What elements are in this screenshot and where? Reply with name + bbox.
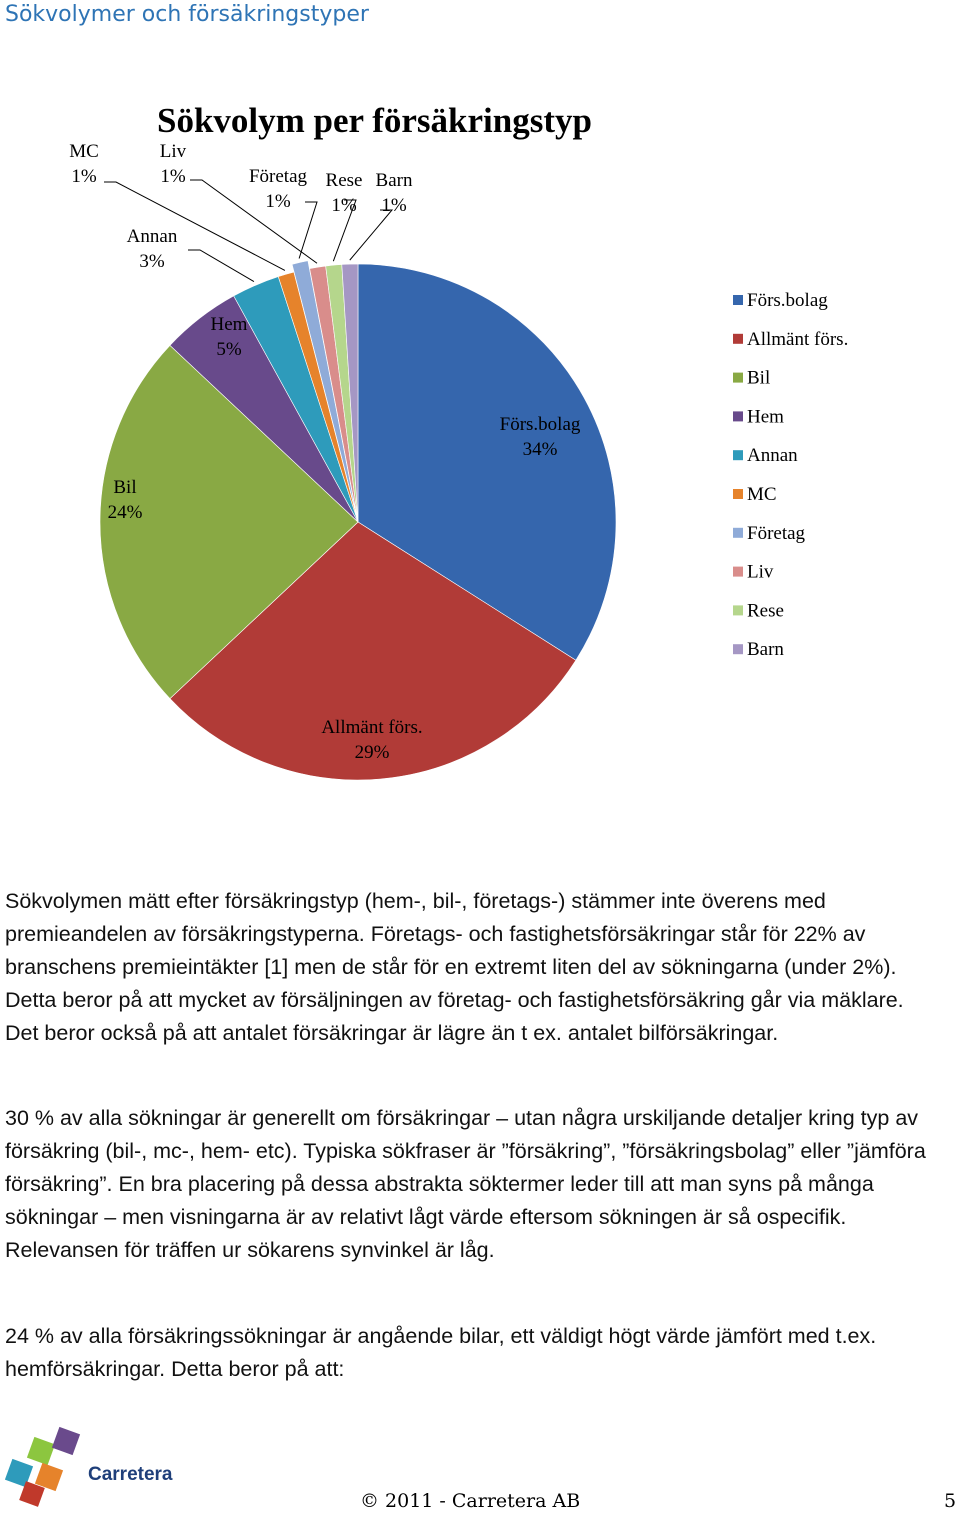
legend-swatch (733, 295, 743, 305)
pie-slice (99, 344, 359, 700)
pie-slice (341, 263, 359, 523)
slice-label: Bil (113, 477, 136, 498)
legend-swatch (733, 644, 743, 655)
legend-label: Annan (747, 445, 798, 466)
legend-swatch (733, 566, 743, 577)
chart: Sökvolym per försäkringstyp Förs.bolag 34… (69, 101, 848, 781)
slice-label: Hem (211, 314, 248, 335)
leader-line (104, 181, 286, 271)
legend-label: Bil (747, 368, 770, 389)
slice-value-label: 1% (265, 191, 291, 212)
legend-label: MC (747, 484, 777, 505)
legend-swatch (733, 527, 743, 538)
chart-title: Sökvolym per försäkringstyp (157, 101, 592, 140)
legend-swatch (733, 372, 743, 383)
logo-text: Carretera (88, 1464, 173, 1485)
slice-value-label: 1% (71, 166, 97, 187)
pie-slice (357, 263, 617, 661)
slice-value-label: 29% (355, 742, 390, 763)
leader-line (298, 201, 318, 259)
leader-line (332, 199, 357, 262)
slice-value-label: 24% (108, 502, 143, 523)
page-header: Sökvolymer och försäkringstyper (5, 2, 369, 27)
logo-shape (34, 1462, 64, 1492)
slice-value-label: 1% (381, 195, 407, 216)
legend-label: Liv (747, 562, 774, 583)
logo-shape (26, 1436, 56, 1466)
logo-shape (19, 1481, 45, 1507)
paragraph: 24 % av alla försäkringssökningar är ang… (5, 1324, 877, 1381)
pie-slice (291, 260, 357, 515)
footer-copyright: © 2011 - Carretera AB (360, 1490, 581, 1512)
slice-label: Barn (376, 170, 413, 191)
paragraph: 30 % av alla sökningar är generellt om f… (5, 1106, 926, 1262)
logo-shape (4, 1458, 34, 1488)
slice-value-label: 5% (216, 339, 242, 360)
slice-value-label: 1% (160, 166, 186, 187)
slice-value-label: 34% (523, 439, 558, 460)
legend-label: Allmänt förs. (747, 329, 848, 350)
slice-value-label: 1% (331, 195, 357, 216)
pie-slice (169, 521, 577, 781)
slice-label: MC (69, 141, 99, 162)
leader-line (190, 179, 318, 264)
legend-swatch (733, 450, 743, 461)
paragraph: Sökvolymen mätt efter försäkringstyp (he… (5, 889, 904, 1045)
legend-label: Hem (747, 406, 784, 427)
page-number: 5 (944, 1490, 957, 1512)
logo-shape (51, 1426, 81, 1456)
slice-label: Liv (160, 141, 187, 162)
legend-swatch (733, 489, 743, 499)
leader-line (349, 209, 394, 261)
legend-swatch (733, 605, 743, 616)
legend-swatch (733, 333, 743, 344)
legend-swatch (733, 411, 743, 422)
slice-label: Förs.bolag (500, 414, 581, 435)
logo: Carretera (4, 1426, 173, 1507)
legend-label: Förs.bolag (747, 290, 828, 311)
slice-value-label: 3% (139, 251, 165, 272)
legend-label: Företag (747, 523, 806, 544)
legend-label: Barn (747, 639, 784, 660)
slice-label: Allmänt förs. (321, 717, 422, 738)
legend-label: Rese (747, 600, 784, 621)
slice-label: Annan (127, 226, 178, 247)
leader-line (188, 249, 255, 282)
slice-label: Företag (249, 166, 308, 187)
slice-label: Rese (326, 170, 363, 191)
